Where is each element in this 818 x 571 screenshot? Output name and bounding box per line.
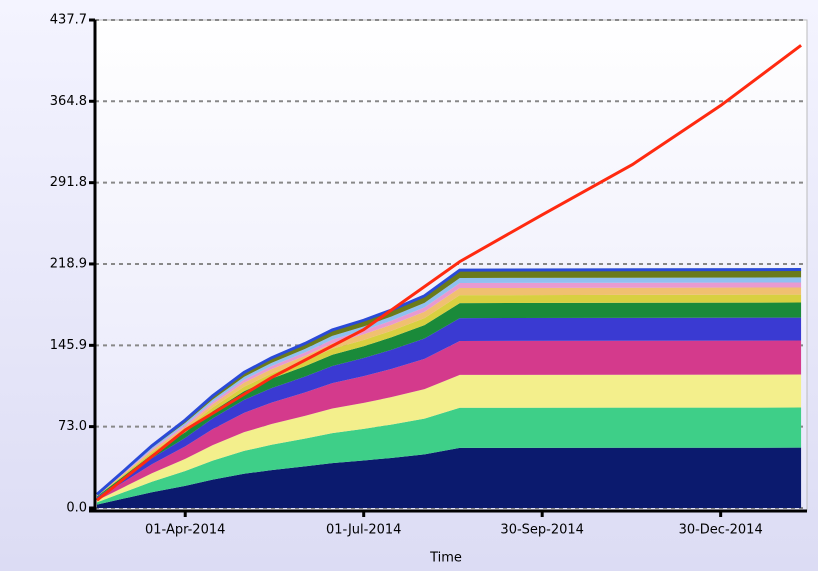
- x-tick-label: 30-Sep-2014: [500, 523, 584, 538]
- x-tick-label: 01-Jul-2014: [326, 523, 401, 538]
- area-layer: [96, 340, 802, 501]
- y-tick-label: 0.0: [66, 501, 87, 516]
- x-tick-label: 30-Dec-2014: [679, 523, 763, 538]
- y-tick-label: 145.9: [50, 338, 87, 353]
- area-layer: [96, 374, 802, 503]
- area-layer: [96, 302, 802, 498]
- stack-top-outline: [95, 268, 802, 496]
- y-tick-label: 437.7: [50, 13, 87, 28]
- x-axis-label: Time: [429, 551, 462, 566]
- area-layer: [96, 447, 802, 508]
- x-tick-label: 01-Apr-2014: [145, 523, 225, 538]
- line-series: [96, 44, 802, 502]
- y-tick-label: 73.0: [58, 419, 87, 434]
- y-tick-label: 364.8: [50, 94, 87, 109]
- y-tick-label: 218.9: [50, 256, 87, 271]
- area-layer: [96, 317, 802, 499]
- area-layer: [96, 407, 802, 505]
- y-tick-label: 291.8: [50, 175, 87, 190]
